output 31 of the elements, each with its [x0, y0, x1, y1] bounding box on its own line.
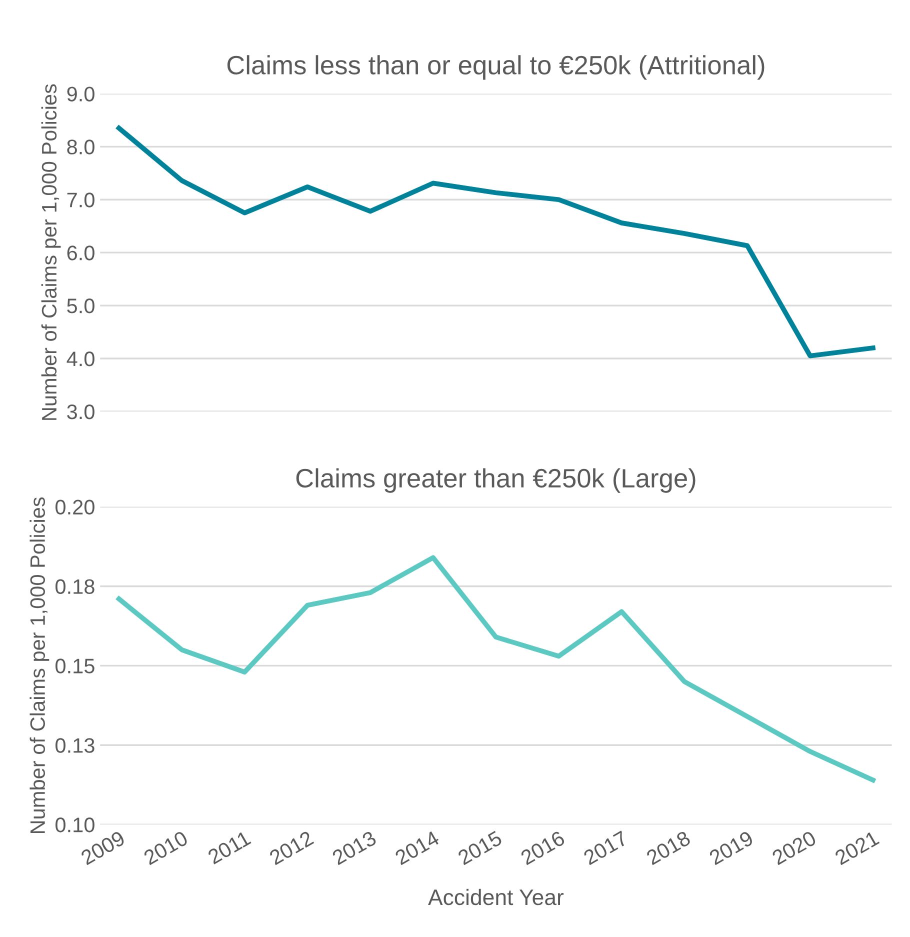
- x-tick-label: 2019: [708, 830, 754, 866]
- chart-title: Claims less than or equal to €250k (Attritional): [227, 55, 764, 80]
- chart-title: Claims greater than €250k (Large): [296, 468, 696, 493]
- line-series: [116, 555, 876, 783]
- x-tick-label: 2011: [206, 830, 252, 865]
- x-tick-label: 2017: [582, 830, 628, 866]
- y-tick-label: 0.15: [56, 658, 94, 674]
- x-tick-label: 2016: [520, 830, 566, 866]
- y-tick-label: 0.18: [56, 579, 94, 594]
- y-tick-label: 9.0: [67, 86, 94, 102]
- y-axis-title: Number of Claims per 1,000 Policies: [30, 497, 50, 834]
- x-tick-label: 2010: [142, 830, 189, 866]
- y-tick-label: 4.0: [66, 352, 94, 366]
- y-tick-label: 5.0: [67, 298, 94, 314]
- y-tick-label: 0.10: [56, 818, 94, 832]
- y-tick-label: 3.0: [67, 404, 94, 420]
- y-tick-label: 6.0: [67, 246, 94, 260]
- y-tick-label: 7.0: [67, 192, 94, 208]
- x-tick-label: 2020: [771, 830, 818, 866]
- x-tick-label: 2021: [834, 830, 880, 866]
- x-tick-label: 2012: [268, 830, 314, 866]
- x-axis-title: Accident Year: [428, 888, 564, 906]
- line-series: [116, 126, 876, 358]
- x-tick-label: 2018: [646, 830, 692, 866]
- y-axis-title: Number of Claims per 1,000 Policies: [41, 84, 61, 420]
- x-tick-label: 2014: [394, 830, 440, 866]
- y-tick-label: 0.13: [56, 738, 94, 753]
- x-tick-label: 2013: [331, 830, 378, 866]
- y-tick-label: 0.20: [56, 500, 94, 515]
- x-tick-label: 2015: [457, 830, 503, 866]
- y-tick-label: 8.0: [67, 140, 94, 154]
